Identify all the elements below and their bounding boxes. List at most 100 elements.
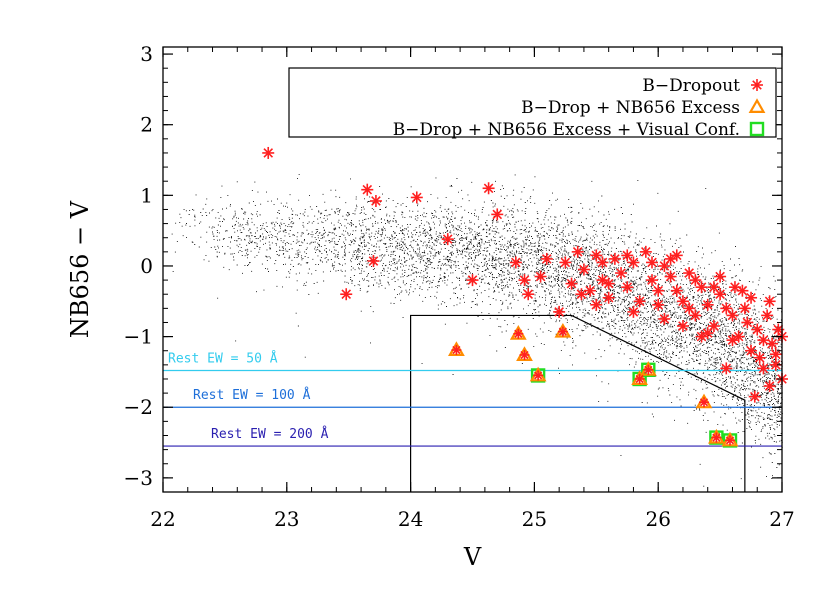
x-tick-label-5: 27 xyxy=(769,507,794,531)
dropout-marker-51 xyxy=(766,337,779,350)
y-axis-title: NB656 − V xyxy=(66,200,94,338)
dropout-marker-3 xyxy=(410,191,423,204)
dropout-marker-80 xyxy=(757,334,770,347)
dropout-marker-19 xyxy=(577,263,590,276)
dropout-marker-32 xyxy=(658,259,671,272)
excess-dropout-marker-6 xyxy=(643,364,654,375)
dropout-marker-10 xyxy=(509,256,522,269)
dropout-marker-25 xyxy=(615,267,628,280)
dropout-marker-79 xyxy=(728,281,741,294)
dropout-marker-37 xyxy=(689,309,702,322)
plot-frame xyxy=(162,46,783,493)
dropout-marker-55 xyxy=(748,390,761,403)
dropout-marker-14 xyxy=(540,252,553,265)
selection-region xyxy=(410,314,746,492)
excess-dropout-marker-9 xyxy=(725,435,736,446)
dropout-marker-56 xyxy=(753,351,766,364)
dropout-marker-52 xyxy=(769,358,782,371)
x-tick-label-1: 23 xyxy=(274,507,299,531)
y-tick-label-0: −3 xyxy=(124,466,153,490)
dropout-marker-68 xyxy=(741,316,754,329)
dropout-marker-49 xyxy=(761,309,774,322)
legend-marker-1 xyxy=(748,98,766,113)
dropout-marker-20 xyxy=(584,284,597,297)
dropout-marker-73 xyxy=(695,330,708,343)
dropout-marker-76 xyxy=(621,249,634,262)
dropout-marker-23 xyxy=(602,291,615,304)
dropout-marker-15 xyxy=(553,305,566,318)
dropout-marker-66 xyxy=(714,270,727,283)
legend-label-2: B−Drop + NB656 Excess + Visual Conf. xyxy=(393,120,740,140)
dropout-marker-12 xyxy=(522,288,535,301)
x-axis-title: V xyxy=(463,543,482,571)
y-tick-label-6: 3 xyxy=(140,42,153,66)
excess-dropout-marker-3 xyxy=(557,326,568,337)
dropout-marker-46 xyxy=(745,344,758,357)
y-tick-label-5: 2 xyxy=(140,113,153,137)
dropout-marker-57 xyxy=(726,334,739,347)
dropout-marker-27 xyxy=(627,256,640,269)
dropout-marker-13 xyxy=(534,270,547,283)
dropout-marker-70 xyxy=(769,348,782,361)
dropout-marker-39 xyxy=(701,298,714,311)
ew-label-2: Rest EW = 200 Å xyxy=(211,426,329,442)
legend-marker-2 xyxy=(749,121,765,137)
dropout-marker-84 xyxy=(658,312,671,325)
dropout-marker-69 xyxy=(763,295,776,308)
excess-dropout-marker-5 xyxy=(634,373,645,384)
dropout-marker-17 xyxy=(565,277,578,290)
data-marks xyxy=(262,146,788,448)
dropout-marker-30 xyxy=(646,274,659,287)
y-tick-label-2: −1 xyxy=(124,325,153,349)
x-tick-label-3: 25 xyxy=(522,507,547,531)
legend-marker-0 xyxy=(751,79,763,91)
excess-dropout-marker-7 xyxy=(699,397,710,408)
dropout-marker-44 xyxy=(732,330,745,343)
y-tick-label-4: 1 xyxy=(140,183,153,207)
selection-box-outline xyxy=(410,314,746,492)
dropout-marker-78 xyxy=(575,288,588,301)
dropout-marker-62 xyxy=(602,277,615,290)
y-tick-label-3: 0 xyxy=(140,254,153,278)
dropout-marker-31 xyxy=(652,284,665,297)
dropout-marker-24 xyxy=(608,252,621,265)
legend-box xyxy=(288,67,777,138)
excess-dropout-marker-1 xyxy=(513,328,524,339)
dropout-marker-33 xyxy=(664,270,677,283)
legend-label-0: B−Dropout xyxy=(642,76,740,96)
excess-dropout-marker-0 xyxy=(451,345,462,356)
dropout-marker-64 xyxy=(664,252,677,265)
dropout-marker-61 xyxy=(627,305,640,318)
dropout-marker-63 xyxy=(590,298,603,311)
dropout-marker-11 xyxy=(518,274,531,287)
excess-dropout-marker-2 xyxy=(519,349,530,360)
x-tick-label-0: 22 xyxy=(150,507,175,531)
ew-label-1: Rest EW = 100 Å xyxy=(193,387,311,403)
dropout-marker-7 xyxy=(367,255,380,268)
reference-lines: Rest EW = 50 Å Rest EW = 100 Å Rest EW = 2… xyxy=(163,351,782,447)
dropout-marker-6 xyxy=(441,233,454,246)
dropout-marker-8 xyxy=(340,288,353,301)
dropout-marker-5 xyxy=(491,208,504,221)
dropout-marker-47 xyxy=(751,323,764,336)
dropout-marker-26 xyxy=(621,281,634,294)
dropout-marker-72 xyxy=(720,302,733,315)
legend-label-1: B−Drop + NB656 Excess xyxy=(521,98,740,118)
dropout-marker-77 xyxy=(596,256,609,269)
dropout-marker-82 xyxy=(707,281,720,294)
ew-label-0: Rest EW = 50 Å xyxy=(168,351,278,367)
dropout-marker-74 xyxy=(670,284,683,297)
dropout-marker-42 xyxy=(720,362,733,375)
dropout-marker-50 xyxy=(763,380,776,393)
dropout-marker-0 xyxy=(262,146,275,159)
dropout-marker-75 xyxy=(646,256,659,269)
dropout-marker-9 xyxy=(466,274,479,287)
excess-dropout-marker-8 xyxy=(711,432,722,443)
y-tick-label-1: −2 xyxy=(124,395,153,419)
x-tick-label-4: 26 xyxy=(645,507,670,531)
dropout-marker-81 xyxy=(745,291,758,304)
dropout-marker-83 xyxy=(683,302,696,315)
dropout-marker-4 xyxy=(482,182,495,195)
